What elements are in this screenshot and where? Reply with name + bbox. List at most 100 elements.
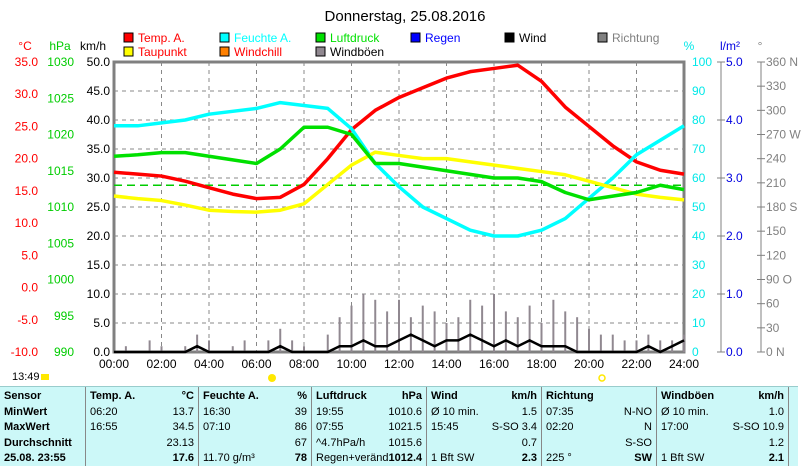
axis-tick-pressure: 1025 <box>47 91 74 105</box>
sun-status-icon <box>41 374 49 380</box>
x-tick-label: 02:00 <box>146 357 176 371</box>
x-tick-label: 20:00 <box>574 357 604 371</box>
table-row: Regen+veränd 1012.4 <box>316 451 422 467</box>
series-line-luftdruck <box>113 125 685 202</box>
table-row: 1 Bft SW 2.1 <box>661 451 784 467</box>
axis-tick-humidity: 40 <box>692 229 706 243</box>
axis-tick-wind: 35.0 <box>87 142 111 156</box>
table-cell: 15:45 <box>431 421 459 433</box>
legend-swatch <box>315 32 326 43</box>
axis-tick-wind: 45.0 <box>87 84 111 98</box>
table-row: 19:55 1010.6 <box>316 405 422 421</box>
axis-unit-rain: l/m² <box>720 39 740 53</box>
axis-tick-humidity: 10 <box>692 316 706 330</box>
axis-tick-rain: 1.0 <box>726 287 743 301</box>
table-cell: MaxWert <box>4 421 50 433</box>
legend-label: Wind <box>519 31 546 45</box>
legend-swatch <box>504 32 515 43</box>
axis-tick-temp: 0.0 <box>21 281 38 295</box>
table-cell: 06:20 <box>90 405 118 418</box>
table-row: Durchschnitt <box>4 436 81 452</box>
axis-tick-direction: 60 <box>766 297 780 311</box>
table-cell: 2.3 <box>521 452 537 464</box>
table-row: 15:45 S-SO 3.4 <box>431 420 537 436</box>
table-row: MinWert <box>4 405 81 421</box>
axis-tick-rain: 4.0 <box>726 113 743 127</box>
table-cell: 07:10 <box>203 421 231 433</box>
table-cell: Ø 10 min. <box>431 405 479 418</box>
table-row: 06:20 13.7 <box>90 405 194 421</box>
legend-label: Temp. A. <box>138 31 185 45</box>
table-cell: 23.13 <box>166 436 194 449</box>
axis-tick-direction: 360 N <box>766 55 798 69</box>
legend-swatch <box>219 46 230 57</box>
table-row: Luftdruck hPa <box>316 389 422 405</box>
axis-tick-humidity: 80 <box>692 113 706 127</box>
status-time: 13:49 <box>12 371 40 383</box>
table-row: MaxWert <box>4 420 81 436</box>
table-column: Temp. A. °C 06:20 13.7 16:55 34.5 23.13 17.6 <box>86 387 199 466</box>
table-cell: SW <box>634 452 652 464</box>
axis-tick-direction: 120 <box>766 248 786 262</box>
table-cell: 67 <box>294 436 307 449</box>
axis-tick-temp: 15.0 <box>15 184 39 198</box>
table-cell: 19:55 <box>316 405 344 418</box>
table-cell: 07:55 <box>316 421 344 433</box>
axis-tick-pressure: 1000 <box>47 273 74 287</box>
table-cell: S-SO <box>625 436 652 449</box>
axis-tick-direction: 300 <box>766 103 786 117</box>
legend-label: Regen <box>425 31 460 45</box>
table-cell: Temp. A. <box>90 390 136 402</box>
table-cell: 1.2 <box>768 436 784 449</box>
x-tick-label: 22:00 <box>621 357 651 371</box>
x-tick-label: 24:00 <box>669 357 699 371</box>
series-line-temp-a- <box>113 63 685 201</box>
table-column: Richtung 07:35 N-NO 02:20 N S-SO 225 ° SW <box>542 387 657 466</box>
x-tick-label: 16:00 <box>479 357 509 371</box>
table-cell: Wind <box>431 390 458 402</box>
table-cell: MinWert <box>4 405 48 418</box>
table-cell: Regen+veränd <box>316 452 389 464</box>
table-row: 11.70 g/m³ 78 <box>203 451 307 467</box>
x-tick-label: 08:00 <box>289 357 319 371</box>
table-row: Temp. A. °C <box>90 389 194 405</box>
table-row: Windböen km/h <box>661 389 784 405</box>
x-tick-label: 06:00 <box>241 357 271 371</box>
table-row: Ø 10 min. 1.5 <box>431 405 537 421</box>
table-cell: 1.0 <box>768 405 784 418</box>
axis-tick-temp: -10.0 <box>11 345 39 359</box>
legend-label: Windchill <box>234 45 282 59</box>
axis-unit-wind: km/h <box>80 39 106 53</box>
table-column: Wind km/h Ø 10 min. 1.5 15:45 S-SO 3.4 0.7 1 Bf… <box>427 387 542 466</box>
table-row: 17:00 S-SO 10.9 <box>661 420 784 436</box>
axis-tick-humidity: 30 <box>692 258 706 272</box>
table-row: 17.6 <box>90 451 194 467</box>
axis-tick-wind: 30.0 <box>87 171 111 185</box>
table-cell: 16:30 <box>203 405 231 418</box>
table-column: Feuchte A.% 16:30 39 07:10 86 67 11.70 g/m³ 78 <box>199 387 312 466</box>
axis-tick-pressure: 1005 <box>47 236 74 250</box>
x-tick-label: 18:00 <box>526 357 556 371</box>
table-cell: % <box>297 390 307 402</box>
table-cell: 1 Bft SW <box>431 452 475 464</box>
table-row: 07:10 86 <box>203 420 307 436</box>
table-cell: 39 <box>294 405 307 418</box>
table-row: 0.7 <box>431 436 537 452</box>
table-cell: 1012.4 <box>388 452 423 464</box>
x-tick-label: 10:00 <box>336 357 366 371</box>
table-row: 16:55 34.5 <box>90 420 194 436</box>
table-row: Feuchte A.% <box>203 389 307 405</box>
table-cell: Ø 10 min. <box>661 405 709 418</box>
table-cell: 0.7 <box>521 436 537 449</box>
axis-tick-direction: 270 W <box>766 128 801 142</box>
table-cell: N-NO <box>623 405 652 418</box>
axis-tick-temp: 10.0 <box>15 216 39 230</box>
axis-tick-wind: 20.0 <box>87 229 111 243</box>
axis-tick-wind: 5.0 <box>93 316 110 330</box>
axis-tick-temp: 20.0 <box>15 152 39 166</box>
x-tick-label: 04:00 <box>194 357 224 371</box>
axis-tick-rain: 0.0 <box>726 345 743 359</box>
table-row: 16:30 39 <box>203 405 307 421</box>
table-row: 23.13 <box>90 436 194 452</box>
table-cell: Durchschnitt <box>4 436 72 449</box>
